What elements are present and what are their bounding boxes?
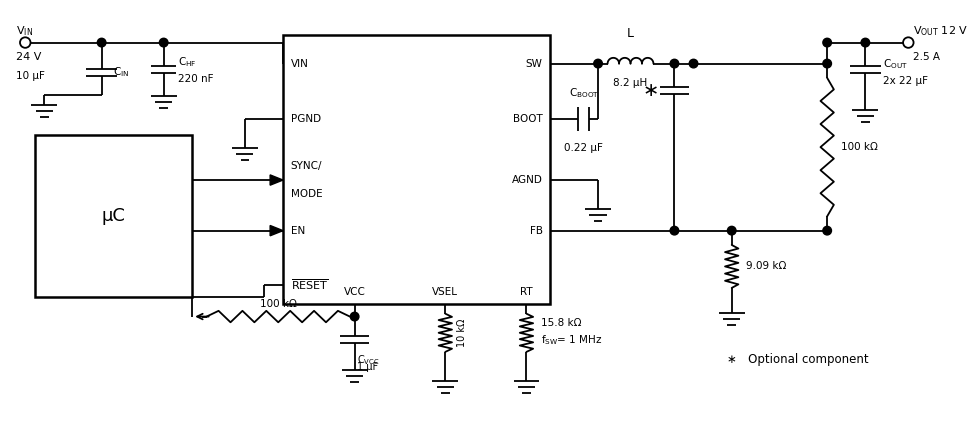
Text: 100 kΩ: 100 kΩ xyxy=(841,142,878,152)
Text: 9.09 kΩ: 9.09 kΩ xyxy=(745,261,786,272)
Circle shape xyxy=(670,226,678,235)
Text: 1 μF: 1 μF xyxy=(358,363,378,372)
Circle shape xyxy=(822,38,830,47)
Text: C$_{\rm VCC}$: C$_{\rm VCC}$ xyxy=(358,353,380,367)
Text: $\overline{\rm RESET}$: $\overline{\rm RESET}$ xyxy=(291,278,328,293)
Text: VIN: VIN xyxy=(291,58,308,69)
Text: BOOT: BOOT xyxy=(513,114,542,124)
Text: 10 μF: 10 μF xyxy=(16,71,45,81)
Text: V$_{\rm IN}$: V$_{\rm IN}$ xyxy=(16,24,33,38)
Text: RT: RT xyxy=(519,286,532,297)
Text: L: L xyxy=(626,27,634,40)
Circle shape xyxy=(689,59,697,68)
Text: 8.2 μH: 8.2 μH xyxy=(612,78,647,88)
Text: MODE: MODE xyxy=(291,189,322,198)
Bar xyxy=(283,35,549,304)
Text: C$_{\rm BOOT}$: C$_{\rm BOOT}$ xyxy=(568,86,598,100)
Text: V$_{\rm OUT}$ 12 V: V$_{\rm OUT}$ 12 V xyxy=(912,24,967,38)
Text: 10 kΩ: 10 kΩ xyxy=(456,318,466,347)
Text: ∗   Optional component: ∗ Optional component xyxy=(726,353,867,366)
Text: SYNC/: SYNC/ xyxy=(291,161,322,171)
Text: 220 nF: 220 nF xyxy=(178,74,213,84)
Polygon shape xyxy=(269,175,283,185)
Text: 0.22 μF: 0.22 μF xyxy=(564,143,603,153)
Circle shape xyxy=(593,59,602,68)
Text: 15.8 kΩ: 15.8 kΩ xyxy=(541,318,580,328)
Circle shape xyxy=(822,59,830,68)
Circle shape xyxy=(20,37,30,48)
Text: f$_{\rm SW}$= 1 MHz: f$_{\rm SW}$= 1 MHz xyxy=(541,333,602,347)
Circle shape xyxy=(860,38,869,47)
Text: C$_{\rm OUT}$: C$_{\rm OUT}$ xyxy=(882,57,906,70)
Text: 100 kΩ: 100 kΩ xyxy=(260,299,297,309)
Text: VCC: VCC xyxy=(343,286,365,297)
Circle shape xyxy=(350,312,359,321)
Text: PGND: PGND xyxy=(291,114,321,124)
Bar xyxy=(35,135,192,297)
Text: 2x 22 μF: 2x 22 μF xyxy=(882,76,926,86)
Text: C$_{\rm IN}$: C$_{\rm IN}$ xyxy=(113,65,129,79)
Text: AGND: AGND xyxy=(512,175,542,185)
Text: SW: SW xyxy=(525,58,542,69)
Circle shape xyxy=(822,226,830,235)
Text: FB: FB xyxy=(529,226,542,235)
Text: 2.5 A: 2.5 A xyxy=(912,52,939,62)
Text: 24 V: 24 V xyxy=(16,52,41,62)
Circle shape xyxy=(159,38,168,47)
Text: C$_{\rm HF}$: C$_{\rm HF}$ xyxy=(178,55,197,69)
Circle shape xyxy=(670,59,678,68)
Circle shape xyxy=(727,226,735,235)
Text: EN: EN xyxy=(291,226,304,235)
Text: μC: μC xyxy=(102,207,125,225)
Text: VSEL: VSEL xyxy=(432,286,457,297)
Text: ∗: ∗ xyxy=(641,81,658,100)
Circle shape xyxy=(97,38,106,47)
Circle shape xyxy=(902,37,913,48)
Polygon shape xyxy=(269,226,283,236)
